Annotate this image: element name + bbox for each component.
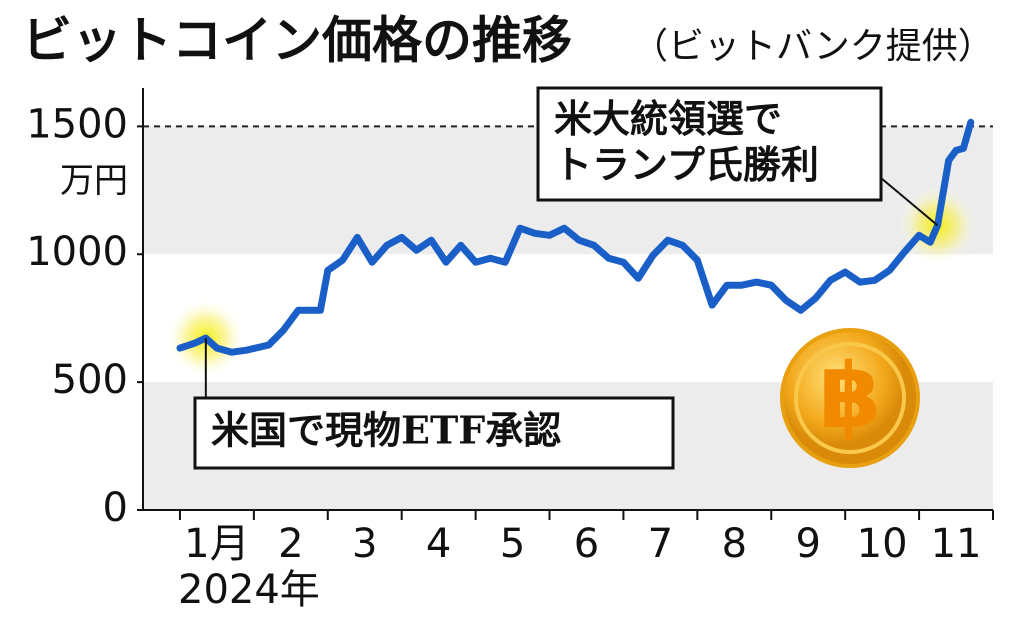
x-tick-label: 1月 bbox=[184, 521, 249, 567]
y-tick-label: 1500 bbox=[26, 101, 128, 147]
chart-title: ビットコイン価格の推移 bbox=[22, 12, 572, 70]
chart-subtitle: （ビットバンク提供） bbox=[632, 26, 994, 67]
annotation: 米国で現物ETF承認 bbox=[211, 408, 561, 453]
svg-text:฿: ฿ bbox=[819, 344, 882, 449]
x-tick-label: 3 bbox=[352, 521, 377, 567]
x-tick-label: 5 bbox=[500, 521, 525, 567]
x-tick-label: 6 bbox=[574, 521, 599, 567]
x-tick-label: 7 bbox=[648, 521, 673, 567]
price-line bbox=[176, 118, 975, 356]
x-tick-label: 4 bbox=[426, 521, 451, 567]
annotation-box bbox=[536, 86, 883, 202]
annotation-box bbox=[193, 396, 675, 470]
x-tick-label: 10 bbox=[857, 521, 908, 567]
x-year: 2024年 bbox=[178, 567, 320, 613]
x-tick-label: 9 bbox=[795, 521, 820, 567]
bitcoin-icon: ฿ bbox=[780, 328, 920, 468]
y-tick-label: 500 bbox=[52, 357, 128, 403]
x-tick-label: 2 bbox=[278, 521, 303, 567]
y-tick-label: 1000 bbox=[26, 229, 128, 275]
y-unit: 万円 bbox=[60, 161, 128, 201]
annotation-leader bbox=[880, 177, 939, 227]
y-tick-label: 0 bbox=[103, 485, 128, 531]
annotation: 米大統領選でトランプ氏勝利 bbox=[554, 96, 819, 187]
x-tick-label: 8 bbox=[722, 521, 747, 567]
x-tick-label: 11 bbox=[931, 521, 982, 567]
